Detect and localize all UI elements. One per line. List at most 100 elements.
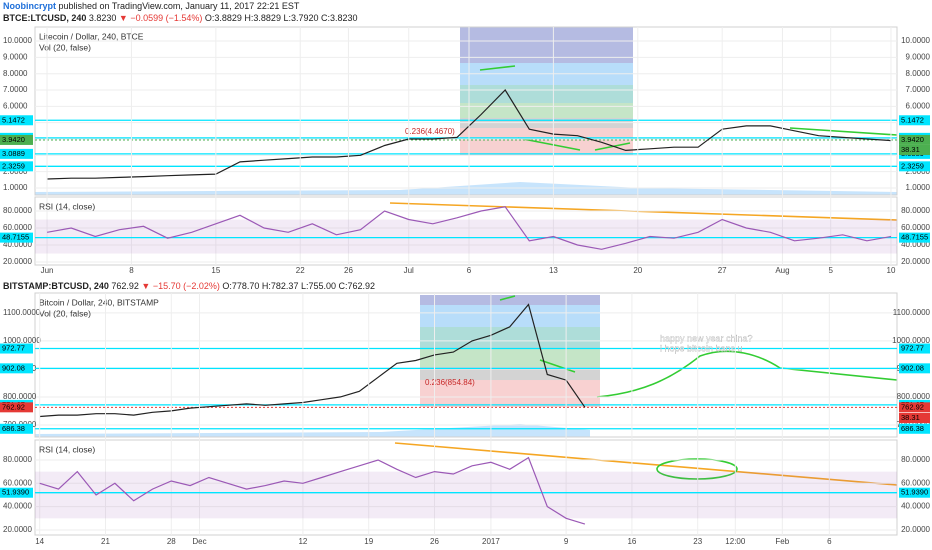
y-tick-label-left: 40.0000 <box>3 502 32 511</box>
x-tick-label: Jun <box>41 266 54 275</box>
y-tick-label: 80.0000 <box>901 455 930 464</box>
panel-title: RSI (14, close) <box>39 444 95 454</box>
y-tick-label: 9.0000 <box>906 52 931 61</box>
level-label-box <box>899 423 930 434</box>
ltc-symbol-line: BTCE:LTCUSD, 240 3.8230 ▼ −0.0599 (−1.54… <box>3 13 358 23</box>
y-tick-label-left: 10.0000 <box>3 36 32 45</box>
x-tick-label: 28 <box>167 537 176 546</box>
change: ▼ −15.70 (−2.02%) <box>141 281 219 291</box>
last-price-label-box <box>899 402 930 413</box>
panel-subtitle: Vol (20, false) <box>39 308 91 318</box>
panel-border <box>34 196 898 266</box>
level-label-box <box>899 115 930 126</box>
panel-subtitle: Vol (20, false) <box>39 42 91 52</box>
y-tick-label-left: 60.0000 <box>3 478 32 487</box>
symbol: BITSTAMP:BTCUSD, 240 <box>3 281 109 291</box>
level-label: 51.9390 <box>901 488 928 497</box>
y-tick-label-left: 6.0000 <box>3 101 28 110</box>
y-tick-label: 10.0000 <box>901 36 930 45</box>
y-tick-label: 7.0000 <box>906 85 931 94</box>
level-label-box <box>899 363 930 374</box>
x-tick-label: 10 <box>887 266 896 275</box>
y-tick-label-left: 60.0000 <box>3 223 32 232</box>
level-label-left: 51.9390 <box>2 488 29 497</box>
x-tick-label: 26 <box>430 537 439 546</box>
level-label: 686.38 <box>901 424 924 433</box>
series-line <box>39 456 586 525</box>
x-tick-label: Jul <box>404 266 414 275</box>
btc-fib-box <box>420 295 600 407</box>
level-label: 902.08 <box>901 363 924 372</box>
level-label-left-box <box>0 343 33 354</box>
level-label: 5.1472 <box>901 115 924 124</box>
panel-title: Litecoin / Dollar, 240, BTCE <box>39 31 144 41</box>
y-tick-label: 40.0000 <box>901 240 930 249</box>
x-tick-label: 16 <box>627 537 636 546</box>
ltc-fib-box <box>460 27 633 155</box>
last-price-label: 762.92 <box>901 402 924 411</box>
rsi-band <box>35 219 897 254</box>
published: published on TradingView.com, January 11… <box>59 1 300 11</box>
volume-label-box <box>899 413 930 423</box>
level-label: 48.7155 <box>901 233 928 242</box>
panel-border <box>34 26 898 196</box>
level-label: 972.77 <box>901 344 924 353</box>
y-tick-label-left: 7.0000 <box>3 85 28 94</box>
level-label-left: 5.1472 <box>2 115 25 124</box>
x-tick-label: 14 <box>35 537 44 546</box>
x-tick-label: 9 <box>564 537 569 546</box>
level-label-box <box>899 161 930 172</box>
series-line <box>39 303 586 418</box>
x-tick-label: 20 <box>633 266 642 275</box>
y-tick-label: 60.0000 <box>901 223 930 232</box>
y-tick-label-left: 20.0000 <box>3 525 32 534</box>
x-tick-label: 15 <box>211 266 220 275</box>
y-tick-label: 20.0000 <box>901 525 930 534</box>
ohlc: O:3.8829 H:3.8829 L:3.7920 C:3.8230 <box>205 13 358 23</box>
annotation: i hope bitcoin bans u <box>660 343 743 353</box>
x-tick-label: 19 <box>364 537 373 546</box>
publish-line: Noobincrypt published on TradingView.com… <box>3 1 300 11</box>
annotation: 0.236(854.84) <box>425 378 475 387</box>
y-tick-label: 1100.0000 <box>893 308 931 317</box>
last-price-label-left-box <box>0 134 33 145</box>
x-tick-label: 5 <box>828 266 833 275</box>
volume-label: 38.31 <box>901 145 920 154</box>
y-tick-label: 80.0000 <box>901 206 930 215</box>
x-tick-label: 23 <box>693 537 702 546</box>
last-price-label: 3.9420 <box>901 135 924 144</box>
level-label-left: 48.7155 <box>2 233 29 242</box>
y-tick-label-left: 800.0000 <box>3 392 37 401</box>
y-tick-label-left: 20.0000 <box>3 257 32 266</box>
volume-label: 38.31 <box>901 413 920 422</box>
y-tick-label-left: 1000.0000 <box>3 336 41 345</box>
publisher: Noobincrypt <box>3 1 56 11</box>
level-label-left-box <box>0 423 33 434</box>
btc-symbol-line: BITSTAMP:BTCUSD, 240 762.92 ▼ −15.70 (−2… <box>3 281 375 291</box>
x-tick-label: 6 <box>467 266 472 275</box>
y-tick-label: 20.0000 <box>901 257 930 266</box>
panel-border <box>34 439 898 536</box>
last-price-label-left: 762.92 <box>2 402 25 411</box>
x-tick-label: 8 <box>129 266 134 275</box>
x-tick-label: 2017 <box>482 537 500 546</box>
panel-border <box>34 292 898 438</box>
symbol: BTCE:LTCUSD, 240 <box>3 13 86 23</box>
x-tick-label: 21 <box>101 537 110 546</box>
change: ▼ −0.0599 (−1.54%) <box>119 13 202 23</box>
y-tick-label: 800.0000 <box>897 392 931 401</box>
panel-title: Bitcoin / Dollar, 240, BITSTAMP <box>39 297 159 307</box>
annotation: happy new year china? <box>660 333 753 343</box>
last-price-label-left: 3.9420 <box>2 135 25 144</box>
level-label-left-box <box>0 363 33 374</box>
y-tick-label: 40.0000 <box>901 502 930 511</box>
y-tick-label-left: 80.0000 <box>3 455 32 464</box>
x-tick-label: 22 <box>296 266 305 275</box>
level-label-box <box>899 232 930 243</box>
level-label-box <box>899 343 930 354</box>
y-tick-label: 1000.0000 <box>892 336 930 345</box>
level-label-left: 2.3259 <box>2 161 25 170</box>
level-label-left-box <box>0 148 33 159</box>
y-tick-label-left: 1.0000 <box>3 183 28 192</box>
x-tick-label: 26 <box>344 266 353 275</box>
